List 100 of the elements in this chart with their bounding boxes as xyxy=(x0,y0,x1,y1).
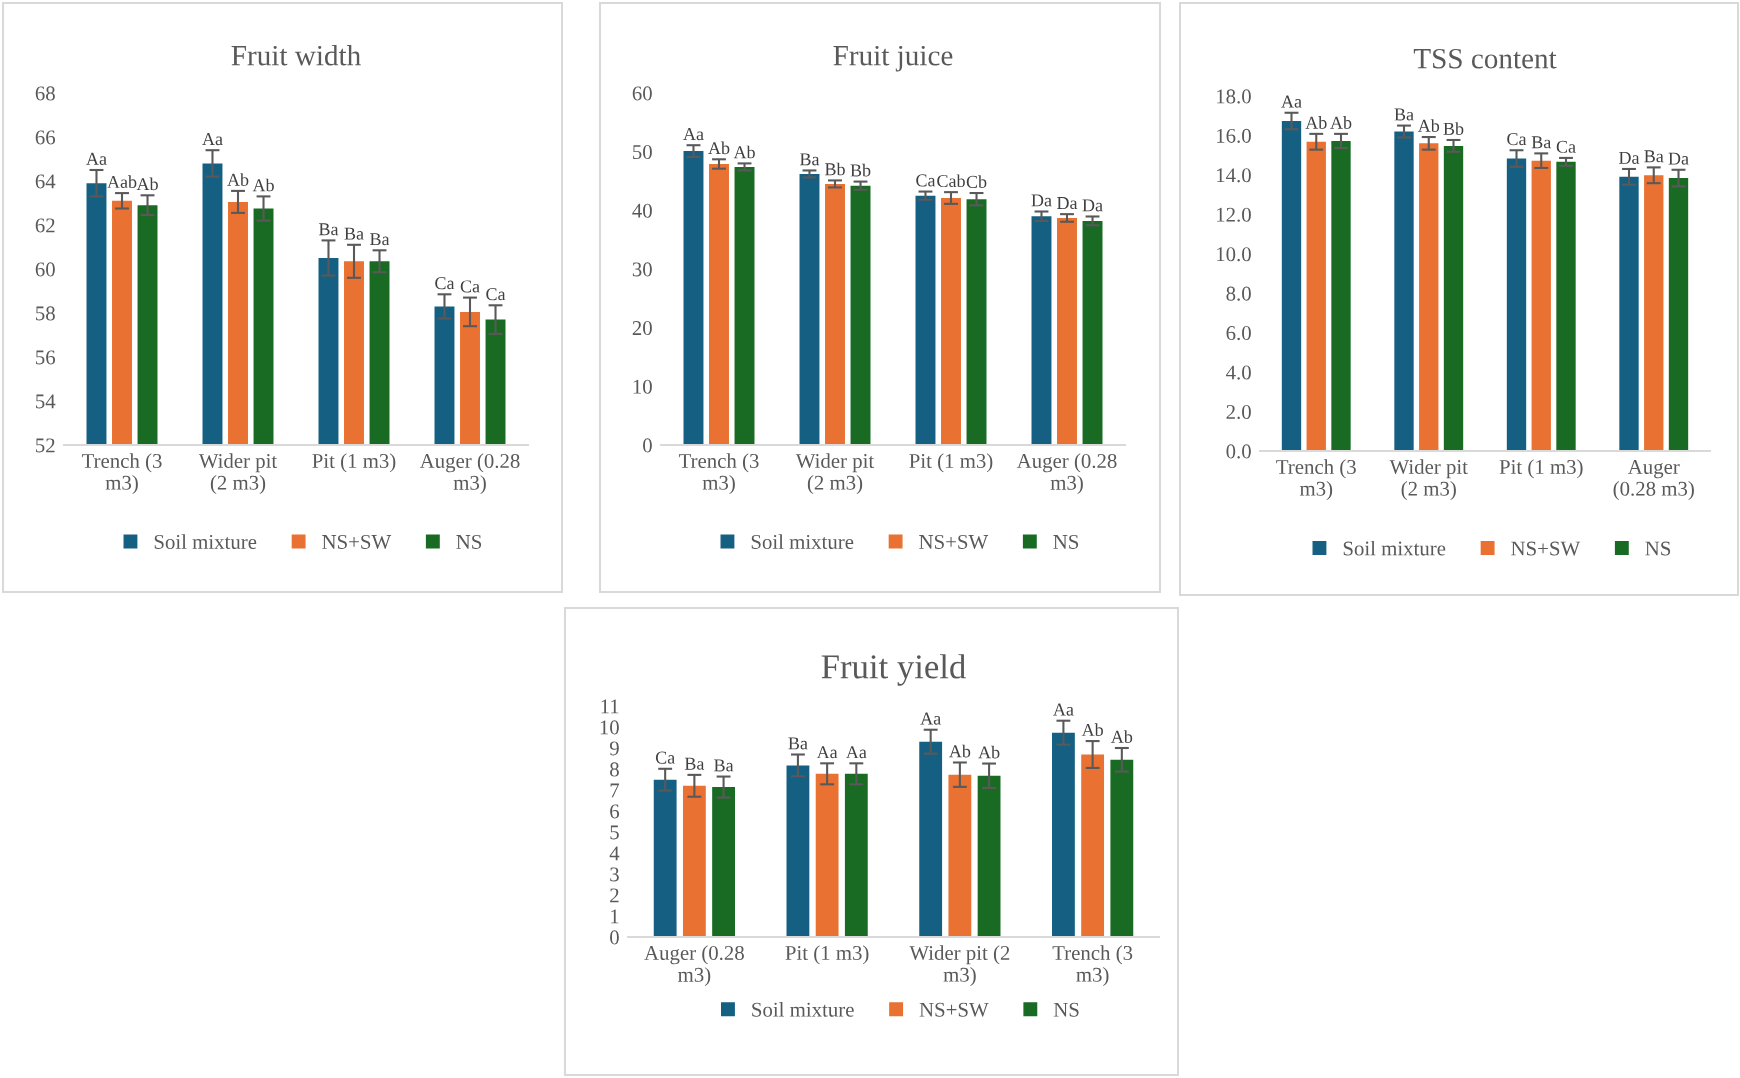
data-label: Ca xyxy=(1556,140,1576,153)
y-tick-label: 10.0 xyxy=(1217,247,1251,262)
bar xyxy=(1668,178,1689,451)
y-tick-label: 52 xyxy=(36,438,55,453)
y-tick-label: 4.0 xyxy=(1226,365,1251,380)
bar xyxy=(815,773,839,937)
data-label: Ab xyxy=(252,178,274,192)
data-label: Bb xyxy=(850,163,871,177)
legend-label: NS+SW xyxy=(919,1002,989,1017)
legend-label: NS+SW xyxy=(919,534,989,550)
bar xyxy=(948,774,972,937)
y-tick-label: 5 xyxy=(610,825,619,840)
y-tick-label: 2.0 xyxy=(1226,404,1251,420)
bar xyxy=(966,199,987,445)
data-label: Da xyxy=(1668,152,1689,165)
bar xyxy=(1306,141,1326,451)
y-tick-label: 12.0 xyxy=(1217,207,1251,222)
x-tick-label: Pit (1 m3) xyxy=(909,453,993,473)
data-label: Aa xyxy=(920,712,941,725)
legend-label: Soil mixture xyxy=(752,1002,854,1017)
y-tick-label: 64 xyxy=(35,174,56,189)
data-label: Ab xyxy=(978,745,1000,759)
legend-label: NS xyxy=(1053,534,1079,549)
data-label: Ba xyxy=(684,757,705,770)
y-tick-label: 30 xyxy=(632,262,652,277)
bar xyxy=(1052,732,1075,937)
data-label: Ab xyxy=(949,744,971,758)
data-label: Da xyxy=(1056,197,1078,210)
bar xyxy=(682,785,706,937)
y-tick-label: 10 xyxy=(600,720,619,735)
x-tick-label: Auger (0.28 m3) xyxy=(1613,459,1694,501)
data-label: Ab xyxy=(227,173,249,186)
data-label: Ba xyxy=(799,153,820,166)
y-tick-label: 18.0 xyxy=(1217,89,1251,104)
data-label: Ba xyxy=(1531,136,1552,149)
chart-title: Fruit width xyxy=(231,44,361,66)
bar xyxy=(734,166,755,445)
y-tick-label: 40 xyxy=(632,203,652,218)
bar xyxy=(709,163,729,445)
data-label: Ba xyxy=(318,223,339,236)
bar xyxy=(1531,160,1551,451)
data-label: Ca xyxy=(916,174,936,187)
data-label: Ab xyxy=(1110,730,1133,743)
y-tick-label: 11 xyxy=(601,699,619,714)
data-label: Aa xyxy=(202,133,223,146)
y-tick-label: 7 xyxy=(610,783,620,798)
bar xyxy=(977,775,1001,937)
y-tick-label: 4 xyxy=(609,846,620,861)
data-label: Aa xyxy=(86,152,107,165)
data-label: Ba xyxy=(788,737,808,750)
y-tick-label: 2 xyxy=(610,888,619,903)
legend-label: NS+SW xyxy=(322,534,392,550)
data-label: Ab xyxy=(1305,116,1327,129)
x-tick-label: Trench (3 m3) xyxy=(1276,459,1356,501)
legend-label: Soil mixture xyxy=(751,534,854,549)
bar xyxy=(844,773,868,937)
data-label: Aa xyxy=(845,746,867,759)
y-tick-label: 50 xyxy=(633,145,652,160)
data-label: Aa xyxy=(1281,95,1302,108)
legend-label: NS xyxy=(1645,541,1671,556)
bar xyxy=(1443,145,1464,451)
y-tick-label: 6.0 xyxy=(1226,326,1251,341)
bar xyxy=(799,173,820,445)
y-tick-label: 66 xyxy=(35,130,56,145)
x-tick-label: Trench (3 m3) xyxy=(1052,945,1133,987)
data-label: Cab xyxy=(937,174,965,188)
x-tick-label: Wider pit (2 m3) xyxy=(795,453,875,495)
y-tick-label: 8.0 xyxy=(1226,286,1251,301)
y-tick-label: 58 xyxy=(36,306,55,321)
x-tick-label: Trench (3 m3) xyxy=(81,453,162,495)
x-tick-label: Wider pit (2 m3) xyxy=(198,453,278,495)
bar xyxy=(1281,121,1302,451)
bar xyxy=(653,779,677,937)
y-tick-label: 68 xyxy=(35,86,55,101)
data-label: Da xyxy=(1618,151,1640,164)
data-label: Da xyxy=(1031,194,1052,207)
bar xyxy=(825,183,845,445)
y-tick-label: 3 xyxy=(610,867,619,882)
data-label: Ab xyxy=(708,141,730,155)
data-label: Ba xyxy=(370,233,390,246)
chart-title: Fruit yield xyxy=(821,654,966,686)
x-tick-label: Auger (0.28 m3) xyxy=(419,453,520,495)
data-label: Ab xyxy=(733,145,755,159)
x-tick-label: Pit (1 m3) xyxy=(312,453,396,473)
bar xyxy=(1394,131,1414,451)
data-label: Ab xyxy=(136,177,158,191)
bar xyxy=(915,195,936,445)
data-label: Ca xyxy=(486,288,506,301)
data-label: Cb xyxy=(966,175,987,188)
data-label: Aa xyxy=(683,128,704,141)
x-tick-label: Auger (0.28 m3) xyxy=(644,945,744,987)
x-tick-label: Wider pit (2 m3) xyxy=(1389,459,1468,501)
bar xyxy=(919,741,943,937)
data-label: Aa xyxy=(1053,703,1074,716)
bar xyxy=(1644,175,1664,451)
bar xyxy=(712,787,735,937)
y-tick-label: 60 xyxy=(632,86,652,101)
y-tick-label: 0 xyxy=(610,930,619,945)
data-label: Ab xyxy=(1081,723,1103,737)
y-tick-label: 16.0 xyxy=(1217,128,1251,143)
